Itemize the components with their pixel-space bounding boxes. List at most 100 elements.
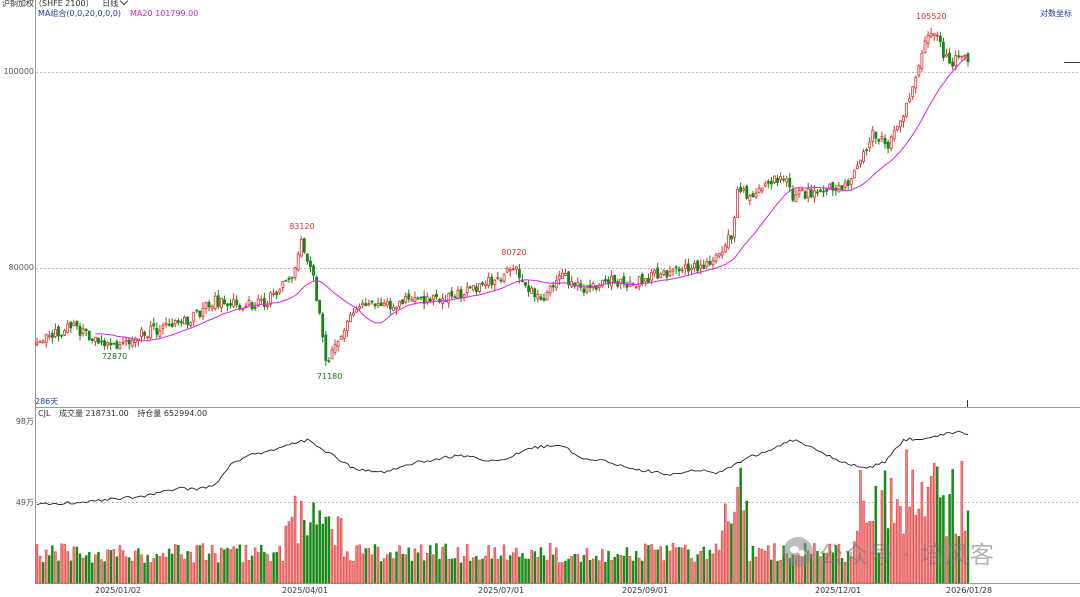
volume-bar xyxy=(665,545,669,584)
volume-bar xyxy=(87,552,91,584)
timeframe-label[interactable]: 日线 xyxy=(102,0,119,8)
volume-bar xyxy=(266,553,269,584)
volume-bar xyxy=(641,560,644,584)
volume-bar xyxy=(893,523,896,584)
candle-body xyxy=(754,192,758,198)
date-tick-label: 2025/09/01 xyxy=(622,586,669,595)
candle-body xyxy=(404,296,408,303)
candle-body xyxy=(223,299,226,305)
volume-bar xyxy=(303,520,306,584)
volume-bar xyxy=(109,550,112,584)
volume-bar xyxy=(585,548,589,584)
volume-bar xyxy=(462,556,466,584)
candle-body xyxy=(299,238,303,257)
candle-body xyxy=(210,305,214,309)
candle-body xyxy=(287,277,291,280)
candle-body xyxy=(465,286,469,294)
candle-body xyxy=(954,55,958,67)
candle-body xyxy=(84,328,88,331)
candle-body xyxy=(158,330,162,337)
candle-body xyxy=(874,131,878,139)
volume-bar xyxy=(917,508,921,584)
ma-combo-label[interactable]: MA组合(0,0,20,0,0,0) xyxy=(38,9,121,18)
candle-body xyxy=(622,276,626,285)
candle-body xyxy=(846,180,850,187)
candle-body xyxy=(143,331,146,336)
candle-body xyxy=(41,340,45,344)
volume-bar xyxy=(555,547,558,584)
volume-bar xyxy=(545,559,549,584)
candle-body xyxy=(886,141,890,149)
volume-bar xyxy=(754,556,758,584)
candle-body xyxy=(401,299,405,305)
candle-body xyxy=(459,289,463,299)
candle-body xyxy=(44,334,48,343)
candle-body xyxy=(951,61,955,67)
candle-body xyxy=(183,316,186,325)
volume-bar xyxy=(60,543,63,584)
volume-bar xyxy=(174,544,177,584)
instrument-label[interactable]: 沪铜加权（SHFE 2100） xyxy=(2,0,94,8)
high-annotation: 80720 xyxy=(501,247,527,257)
candle-body xyxy=(923,40,927,53)
candle-body xyxy=(791,189,795,201)
volume-bar xyxy=(238,544,242,584)
candle-body xyxy=(115,341,119,349)
volume-bar xyxy=(35,544,39,584)
candle-body xyxy=(564,273,567,276)
watermark-text: 公众号 · 培风客 xyxy=(819,540,995,569)
candle-body xyxy=(806,188,810,199)
volume-bar xyxy=(189,551,192,584)
candle-body xyxy=(640,273,644,284)
volume-tick-label: 98万 xyxy=(15,417,34,426)
volume-bar xyxy=(702,546,706,584)
candle-body xyxy=(653,269,656,274)
candle-body xyxy=(293,267,297,278)
volume-bar xyxy=(579,561,583,584)
volume-bar xyxy=(770,559,773,584)
candle-body xyxy=(717,253,721,257)
cjl-label[interactable]: CJL xyxy=(38,409,51,418)
volume-bar xyxy=(582,554,586,584)
log-scale-toggle[interactable]: 对数坐标 xyxy=(1040,9,1072,18)
volume-bar xyxy=(687,549,690,584)
candle-body xyxy=(186,316,189,326)
volume-bar xyxy=(398,545,401,584)
candle-body xyxy=(548,285,552,294)
volume-bar xyxy=(567,558,570,584)
candle-body xyxy=(146,336,150,339)
volume-bar xyxy=(653,549,656,584)
candle-body xyxy=(686,263,690,272)
volume-bar xyxy=(960,461,964,584)
volume-bar xyxy=(438,558,441,584)
volume-bar xyxy=(656,549,659,584)
volume-bar xyxy=(733,511,736,584)
volume-bar xyxy=(496,558,500,584)
volume-bar xyxy=(177,544,180,584)
low-annotation: 72870 xyxy=(101,351,128,361)
volume-bar xyxy=(883,470,887,584)
candle-body xyxy=(232,298,236,307)
volume-bar xyxy=(223,549,226,584)
candle-body xyxy=(376,303,380,307)
candle-body xyxy=(490,276,494,286)
volume-bar xyxy=(155,554,159,584)
candle-body xyxy=(859,159,862,165)
volume-bar xyxy=(846,551,850,584)
candle-body xyxy=(321,313,325,338)
candle-body xyxy=(530,287,534,294)
candle-body xyxy=(579,283,583,288)
candle-body xyxy=(428,298,432,302)
volume-bar xyxy=(515,547,518,584)
candle-body xyxy=(920,52,924,69)
volume-bar xyxy=(63,543,66,584)
volume-bar xyxy=(662,560,666,584)
candle-body xyxy=(315,276,319,301)
candle-body xyxy=(161,324,165,329)
candle-body xyxy=(892,130,896,140)
volume-bar xyxy=(250,555,254,584)
open-interest-value: 持仓量 652994.00 xyxy=(137,409,208,418)
volume-bar xyxy=(78,553,82,584)
volume-bar xyxy=(527,558,530,584)
